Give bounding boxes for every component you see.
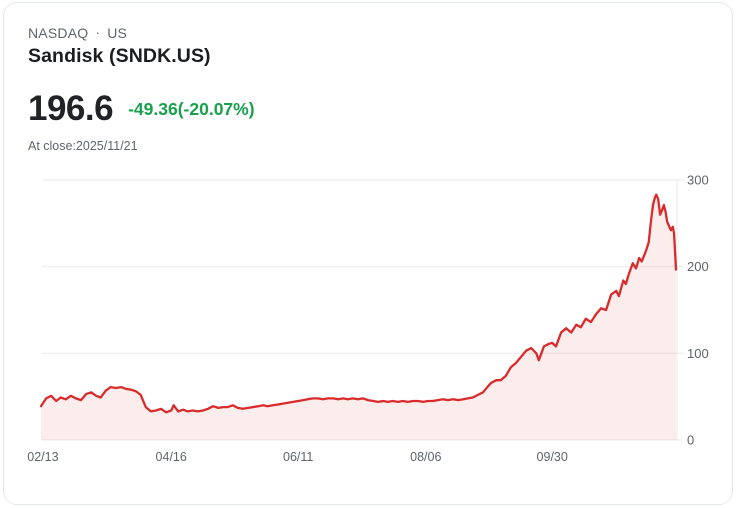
quote-header: NASDAQ · US Sandisk (SNDK.US) 196.6 -49.… bbox=[28, 24, 708, 153]
price-row: 196.6 -49.36(-20.07%) bbox=[28, 89, 708, 129]
x-tick-label: 02/13 bbox=[27, 450, 58, 464]
price-change: -49.36(-20.07%) bbox=[128, 98, 255, 119]
x-axis-labels: 02/13 04/16 06/11 08/06 09/30 bbox=[27, 450, 568, 464]
exchange-row: NASDAQ · US bbox=[28, 24, 708, 41]
exchange-label: NASDAQ bbox=[28, 25, 89, 41]
price-chart: 300 200 100 0 02/13 04/16 06/11 08/06 09/30 bbox=[3, 161, 733, 481]
x-tick-label: 08/06 bbox=[410, 450, 441, 464]
close-timestamp: At close:2025/11/21 bbox=[28, 139, 138, 153]
stock-quote-card[interactable]: NASDAQ · US Sandisk (SNDK.US) 196.6 -49.… bbox=[3, 2, 733, 505]
y-tick-label: 300 bbox=[687, 173, 709, 188]
x-tick-label: 04/16 bbox=[156, 450, 187, 464]
price-area bbox=[41, 194, 676, 440]
last-price: 196.6 bbox=[28, 89, 114, 128]
x-tick-label: 09/30 bbox=[537, 450, 568, 464]
chart-svg[interactable]: 300 200 100 0 02/13 04/16 06/11 08/06 09/30 bbox=[3, 161, 733, 481]
y-tick-label: 200 bbox=[687, 259, 709, 274]
gridlines bbox=[42, 179, 684, 441]
dot-separator: · bbox=[95, 24, 101, 40]
stock-name: Sandisk (SNDK.US) bbox=[28, 45, 211, 67]
y-tick-label: 100 bbox=[687, 346, 709, 361]
y-tick-label: 0 bbox=[687, 433, 694, 448]
y-axis-labels: 300 200 100 0 bbox=[687, 173, 709, 448]
price-line bbox=[39, 193, 678, 414]
x-tick-label: 06/11 bbox=[283, 450, 313, 464]
region-label: US bbox=[107, 25, 128, 41]
